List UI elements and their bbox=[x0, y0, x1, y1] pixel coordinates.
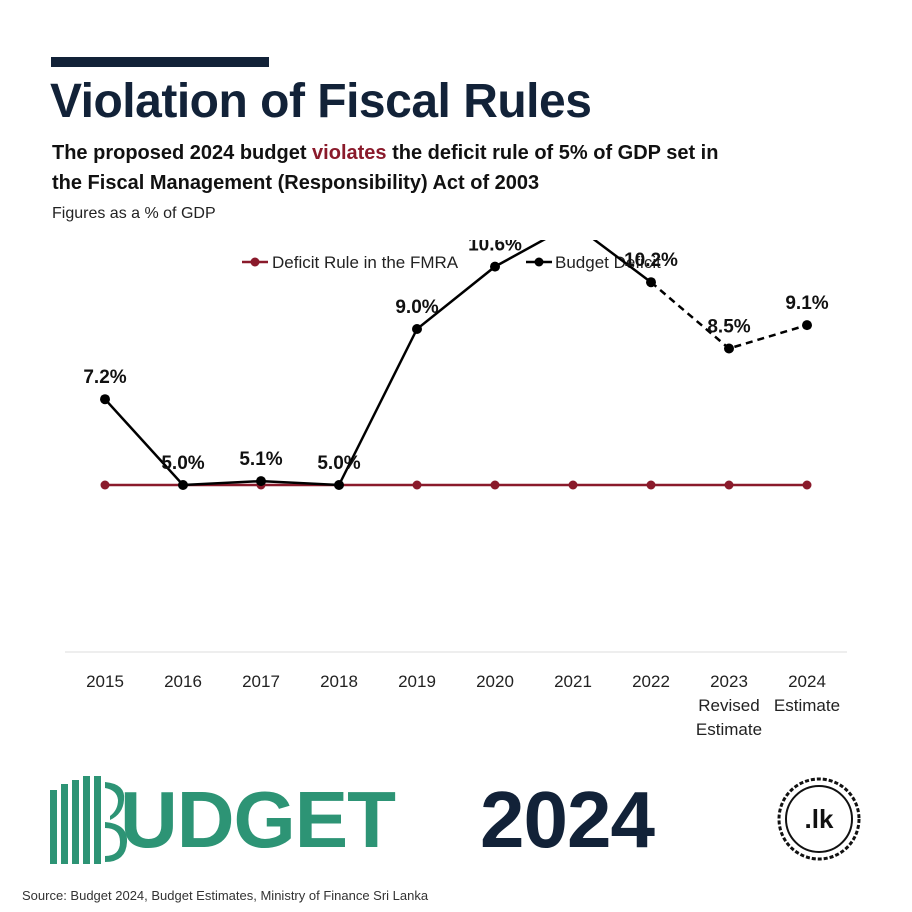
subtitle-text-1: The proposed 2024 budget bbox=[52, 142, 313, 164]
deficit-point bbox=[412, 324, 422, 334]
brand-year: 2024 bbox=[480, 775, 655, 864]
x-tick-label: 2021 bbox=[554, 672, 592, 691]
deficit-point bbox=[802, 320, 812, 331]
deficit-data-label: 9.0% bbox=[395, 297, 438, 318]
x-tick-label: 2016 bbox=[164, 672, 202, 691]
rule-point bbox=[568, 480, 578, 490]
lk-seal-logo: .lk bbox=[777, 777, 861, 861]
rule-point bbox=[646, 480, 656, 490]
subtitle-text-2: the deficit rule of 5% of GDP set in the… bbox=[52, 142, 719, 194]
subtitle: The proposed 2024 budget violates the de… bbox=[52, 138, 752, 198]
deficit-data-label: 7.2% bbox=[83, 367, 126, 388]
rule-point bbox=[490, 480, 500, 490]
barcode-b-icon bbox=[50, 776, 128, 864]
x-tick-label: 2017 bbox=[242, 672, 280, 691]
deficit-point bbox=[334, 480, 344, 490]
x-tick-label: 2018 bbox=[320, 672, 358, 691]
title-accent-bar bbox=[51, 57, 269, 67]
subtitle-highlight: violates bbox=[312, 142, 387, 164]
source-note: Source: Budget 2024, Budget Estimates, M… bbox=[22, 888, 429, 903]
x-tick-label: 2015 bbox=[86, 672, 124, 691]
deficit-data-label: 5.1% bbox=[239, 449, 282, 470]
deficit-point bbox=[724, 343, 734, 354]
brand-word: UDGET bbox=[120, 775, 396, 864]
deficit-line-chart: Deficit Rule in the FMRA Budget Deficit 7.… bbox=[65, 240, 847, 739]
page-title: Violation of Fiscal Rules bbox=[50, 75, 592, 128]
deficit-series-line bbox=[104, 240, 652, 487]
deficit-data-label: 9.1% bbox=[785, 293, 828, 314]
deficit-point bbox=[490, 261, 500, 272]
rule-point bbox=[100, 480, 110, 490]
deficit-point bbox=[178, 480, 188, 490]
x-tick-label: 2024 Estimate bbox=[774, 672, 840, 715]
x-tick-label: 2023 Revised Estimate bbox=[696, 672, 762, 739]
deficit-data-label: 10.2% bbox=[624, 250, 678, 271]
rule-point bbox=[802, 480, 812, 490]
x-tick-label: 2022 bbox=[632, 672, 670, 691]
x-tick-label: 2019 bbox=[398, 672, 436, 691]
x-tick-label: 2020 bbox=[476, 672, 514, 691]
deficit-point bbox=[646, 277, 656, 288]
deficit-data-label: 8.5% bbox=[707, 317, 750, 338]
rule-point bbox=[412, 480, 422, 490]
legend-deficit-label: Budget Deficit bbox=[555, 253, 661, 272]
deficit-point bbox=[100, 394, 110, 405]
deficit-data-label: 10.6% bbox=[468, 240, 522, 256]
deficit-data-label: 5.0% bbox=[161, 453, 204, 474]
deficit-series-projection-line bbox=[650, 281, 808, 350]
deficit-point bbox=[256, 476, 266, 487]
logo-text: .lk bbox=[805, 804, 834, 834]
legend-deficit-marker bbox=[534, 257, 544, 267]
legend-rule-label: Deficit Rule in the FMRA bbox=[272, 253, 459, 272]
deficit-data-label: 5.0% bbox=[317, 453, 360, 474]
rule-point bbox=[724, 480, 734, 490]
units-note: Figures as a % of GDP bbox=[52, 205, 216, 222]
legend-rule-marker bbox=[250, 257, 260, 267]
